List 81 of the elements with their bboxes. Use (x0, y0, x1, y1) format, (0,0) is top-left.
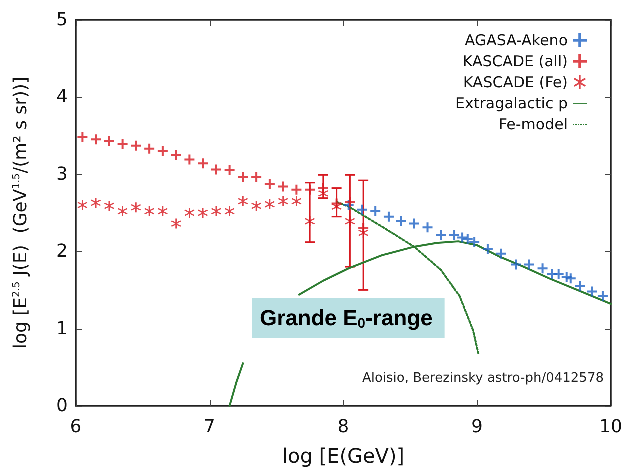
legend-label: Fe-model (498, 116, 568, 134)
x-tick-label: 7 (204, 416, 216, 438)
point (496, 248, 506, 259)
point (184, 154, 195, 165)
point (575, 281, 586, 292)
y-tick-label: 0 (56, 396, 68, 416)
point (252, 172, 262, 182)
point (482, 244, 493, 254)
point (462, 234, 473, 244)
legend-label: KASCADE (all) (462, 52, 568, 70)
point (318, 188, 328, 199)
point (104, 136, 114, 146)
point (104, 201, 114, 212)
x-tick-label: 10 (600, 416, 622, 438)
point (396, 216, 406, 226)
point (131, 140, 142, 151)
point (292, 196, 302, 206)
point (332, 202, 342, 212)
point (252, 201, 262, 212)
point (144, 206, 155, 216)
point (470, 237, 480, 248)
point (131, 202, 142, 213)
point (264, 200, 275, 210)
x-tick-label: 8 (338, 416, 350, 438)
point (422, 222, 433, 233)
point (409, 218, 420, 229)
point (598, 291, 608, 302)
point (198, 158, 208, 169)
point (305, 184, 316, 195)
point (450, 230, 460, 240)
legend-label: AGASA-Akeno (464, 32, 568, 50)
x-tick-label: 6 (70, 416, 82, 438)
annotation: Grande E0-range (260, 306, 433, 331)
legend-label: KASCADE (Fe) (463, 74, 568, 92)
point (224, 206, 235, 216)
point (345, 216, 356, 226)
x-axis-title: log [E(GeV)] (282, 444, 405, 468)
point (436, 230, 446, 240)
point (144, 144, 155, 154)
point (524, 260, 534, 270)
point (184, 208, 195, 218)
annotation: Aloisio, Berezinsky astro-ph/0412578 (362, 371, 604, 386)
point (554, 268, 564, 279)
y-tick-label: 3 (56, 164, 68, 185)
point (345, 197, 356, 208)
point (118, 206, 128, 216)
point (171, 218, 182, 229)
point (78, 200, 88, 210)
point (305, 216, 316, 226)
point (264, 179, 275, 190)
legend-label: Extragalactic p (456, 94, 568, 112)
point (211, 206, 222, 216)
point (158, 146, 168, 156)
point (538, 264, 548, 274)
y-tick-label: 5 (56, 10, 68, 30)
point (224, 166, 235, 176)
point (587, 286, 598, 297)
y-tick-label: 1 (56, 318, 68, 340)
point (158, 206, 168, 216)
point (358, 228, 369, 238)
point (118, 139, 128, 150)
point (198, 208, 208, 218)
y-axis-title: log [E2.5 J(E) (GeV1.5/(m² s sr))] (10, 76, 32, 350)
point (78, 132, 88, 142)
y-tick-label: 4 (56, 86, 68, 108)
point (238, 196, 248, 206)
point (238, 172, 248, 182)
point (91, 198, 102, 208)
point (211, 164, 222, 175)
point (511, 260, 522, 270)
point (370, 206, 381, 216)
y-tick-label: 2 (56, 241, 68, 262)
point (292, 184, 302, 195)
point (566, 274, 576, 284)
x-tick-label: 9 (472, 416, 483, 438)
point (384, 212, 394, 222)
point (171, 150, 182, 160)
point (357, 204, 368, 215)
point (278, 196, 288, 206)
point (91, 134, 102, 145)
point (278, 182, 288, 192)
